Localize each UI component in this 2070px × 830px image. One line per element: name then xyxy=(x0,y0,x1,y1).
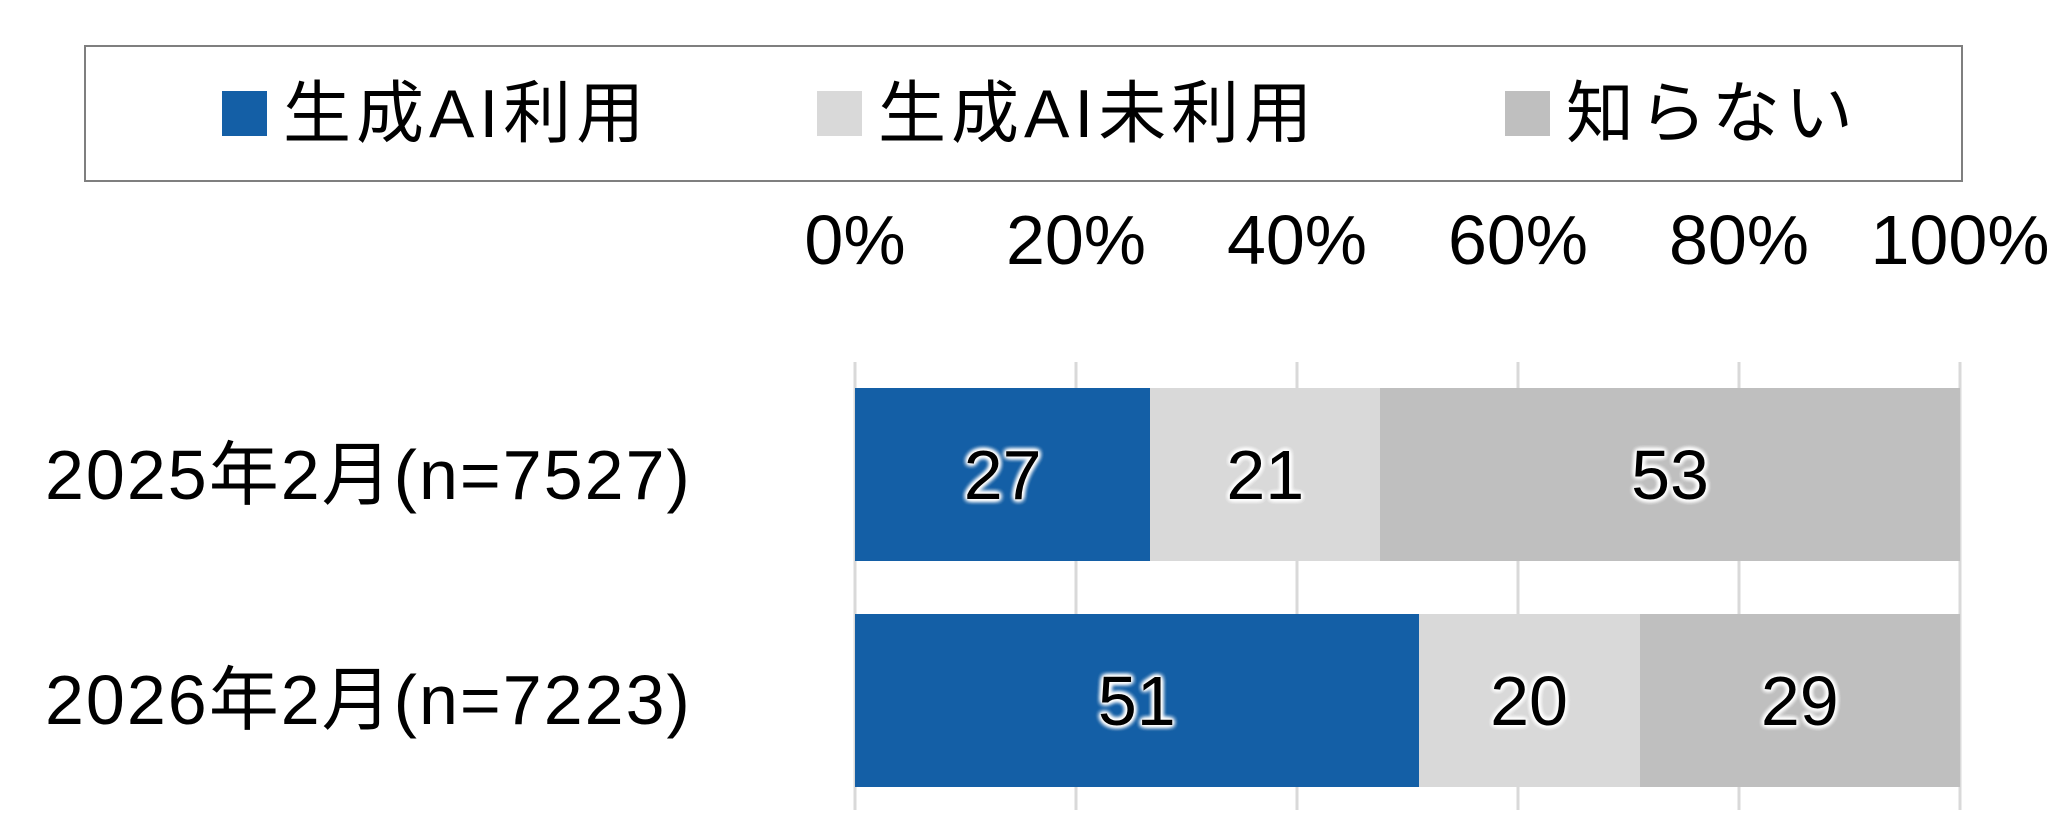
bar-segment-生成AI利用: 51 xyxy=(855,614,1419,787)
legend-label: 生成AI利用 xyxy=(283,75,650,152)
bar-value-label: 51 xyxy=(1097,661,1176,740)
legend-item-0: 生成AI利用 xyxy=(222,47,649,180)
legend-swatch-icon xyxy=(1505,91,1550,136)
gridline xyxy=(1074,362,1078,810)
x-axis-tick-label: 100% xyxy=(1870,201,2050,279)
category-label-0: 2025年2月(n=7527) xyxy=(45,436,692,514)
gridline xyxy=(1958,362,1962,810)
gridline xyxy=(853,362,857,810)
gridline xyxy=(1516,362,1520,810)
bar-value-label: 20 xyxy=(1490,661,1568,740)
legend-label: 知らない xyxy=(1566,75,1859,152)
legend-swatch-icon xyxy=(817,91,862,136)
bar-segment-知らない: 29 xyxy=(1639,614,1960,787)
legend-item-1: 生成AI未利用 xyxy=(817,47,1317,180)
bar-value-label: 53 xyxy=(1631,435,1709,514)
plot-area: 27 21 53 51 20 29 xyxy=(853,362,1962,810)
x-axis-tick-label: 60% xyxy=(1447,201,1589,279)
legend-item-2: 知らない xyxy=(1505,47,1858,180)
bar-segment-生成AI利用: 27 xyxy=(855,388,1151,561)
bar-value-label: 21 xyxy=(1226,435,1305,514)
x-axis-tick-label: 40% xyxy=(1226,201,1368,279)
category-label-1: 2026年2月(n=7223) xyxy=(45,661,692,739)
bar-value-label: 29 xyxy=(1760,661,1839,740)
x-axis: 0% 20% 40% 60% 80% 100% xyxy=(804,190,2049,290)
bar-segment-生成AI未利用: 20 xyxy=(1418,614,1640,787)
bar-row-0: 27 21 53 xyxy=(855,388,1960,561)
x-axis-tick-label: 80% xyxy=(1668,201,1810,279)
legend: 生成AI利用 生成AI未利用 知らない xyxy=(84,45,1963,182)
bar-row-1: 51 20 29 xyxy=(855,614,1960,787)
bar-segment-生成AI未利用: 21 xyxy=(1150,388,1381,561)
legend-swatch-icon xyxy=(222,91,267,136)
legend-label: 生成AI未利用 xyxy=(878,75,1318,152)
x-axis-tick-label: 20% xyxy=(1005,201,1147,279)
gridline xyxy=(1737,362,1741,810)
gridline xyxy=(1295,362,1299,810)
bar-value-label: 27 xyxy=(963,435,1042,514)
x-axis-tick-label: 0% xyxy=(804,201,906,279)
bar-segment-知らない: 53 xyxy=(1380,388,1960,561)
